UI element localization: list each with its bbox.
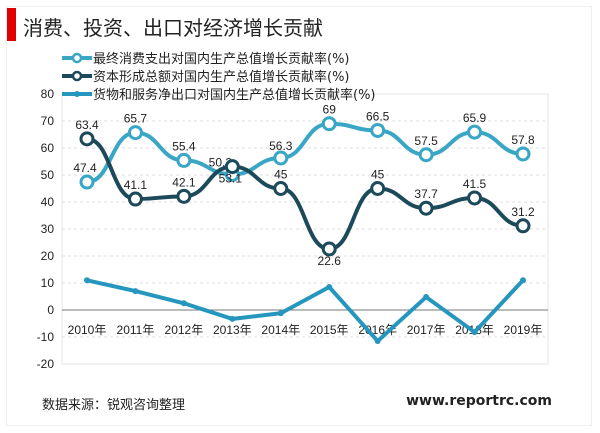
data-point — [79, 131, 95, 147]
legend-label: 货物和服务净出口对国内生产总值增长贡献率(%) — [93, 87, 376, 103]
data-label: 63.4 — [75, 118, 99, 132]
data-point — [224, 159, 240, 175]
data-source: 数据来源：锐观咨询整理 — [42, 398, 186, 413]
data-point — [132, 288, 139, 295]
x-tick-label: 2012年 — [165, 323, 204, 337]
data-point — [471, 329, 478, 336]
data-point — [370, 122, 386, 138]
y-tick-label: -20 — [37, 357, 55, 371]
y-tick-label: -10 — [37, 330, 55, 344]
x-tick-label: 2014年 — [261, 323, 300, 337]
data-label: 37.7 — [414, 187, 438, 201]
y-tick-label: 70 — [41, 114, 55, 128]
data-point — [84, 277, 90, 284]
data-point — [180, 300, 187, 307]
data-label: 69 — [323, 103, 337, 117]
data-label: 41.1 — [124, 178, 148, 192]
data-label: 65.9 — [463, 111, 487, 125]
x-tick-label: 2010年 — [68, 323, 107, 337]
legend-marker — [74, 91, 80, 97]
data-point — [467, 124, 483, 140]
data-label: 41.5 — [463, 177, 487, 191]
series-line — [86, 136, 524, 251]
y-tick-label: 50 — [41, 168, 55, 182]
data-label: 56.3 — [269, 139, 293, 153]
chart-title: 消费、投资、出口对经济增长贡献 — [23, 16, 323, 40]
data-point — [515, 146, 531, 162]
data-point — [321, 116, 337, 132]
y-tick-label: 30 — [41, 222, 55, 236]
data-point — [423, 294, 430, 301]
frame — [6, 6, 592, 426]
data-point — [467, 190, 483, 206]
data-point — [273, 181, 289, 196]
legend-marker — [71, 52, 83, 64]
data-label: 65.7 — [124, 112, 148, 126]
x-tick-label: 2015年 — [310, 323, 349, 337]
data-point — [127, 125, 143, 141]
data-point — [520, 277, 526, 284]
data-point — [176, 152, 192, 168]
data-label: 31.2 — [511, 205, 535, 219]
data-point — [273, 150, 289, 166]
x-tick-label: 2011年 — [117, 323, 155, 337]
data-point — [79, 174, 95, 190]
data-label: 57.5 — [414, 134, 438, 148]
data-label: 45 — [274, 168, 288, 182]
x-tick-label: 2013年 — [213, 323, 252, 337]
data-label: 42.1 — [172, 175, 196, 189]
data-point — [418, 147, 434, 163]
data-point — [374, 338, 381, 345]
data-label: 66.5 — [366, 109, 390, 123]
x-tick-label: 2017年 — [407, 323, 446, 337]
y-tick-label: 40 — [41, 195, 55, 209]
data-point — [229, 315, 236, 322]
legend-label: 最终消费支出对国内生产总值增长贡献率(%) — [93, 51, 350, 67]
data-label: 57.8 — [511, 133, 535, 147]
legend-marker — [71, 70, 83, 82]
data-label: 22.6 — [318, 254, 342, 268]
data-point — [277, 310, 284, 317]
data-label: 45 — [371, 168, 385, 182]
data-point — [326, 284, 333, 291]
data-label: 47.4 — [73, 161, 97, 175]
y-tick-label: 20 — [41, 249, 55, 263]
website-label: www.reportrc.com — [406, 393, 552, 409]
y-tick-label: 80 — [41, 87, 55, 101]
x-tick-label: 2019年 — [504, 323, 543, 337]
series-line — [86, 278, 525, 344]
data-point — [321, 241, 337, 257]
title-accent-bar — [7, 8, 16, 41]
data-label: 55.4 — [172, 139, 196, 153]
data-point — [370, 181, 386, 196]
series-line — [86, 121, 524, 185]
data-point — [176, 188, 192, 204]
legend-label: 资本形成总额对国内生产总值增长贡献率(%) — [93, 69, 350, 85]
data-point — [515, 218, 531, 234]
data-point — [418, 200, 434, 216]
y-tick-label: 10 — [41, 276, 55, 290]
data-label: 53.1 — [219, 172, 243, 186]
y-tick-label: 60 — [41, 141, 55, 155]
y-tick-label: 0 — [47, 303, 54, 317]
data-point — [127, 191, 143, 207]
